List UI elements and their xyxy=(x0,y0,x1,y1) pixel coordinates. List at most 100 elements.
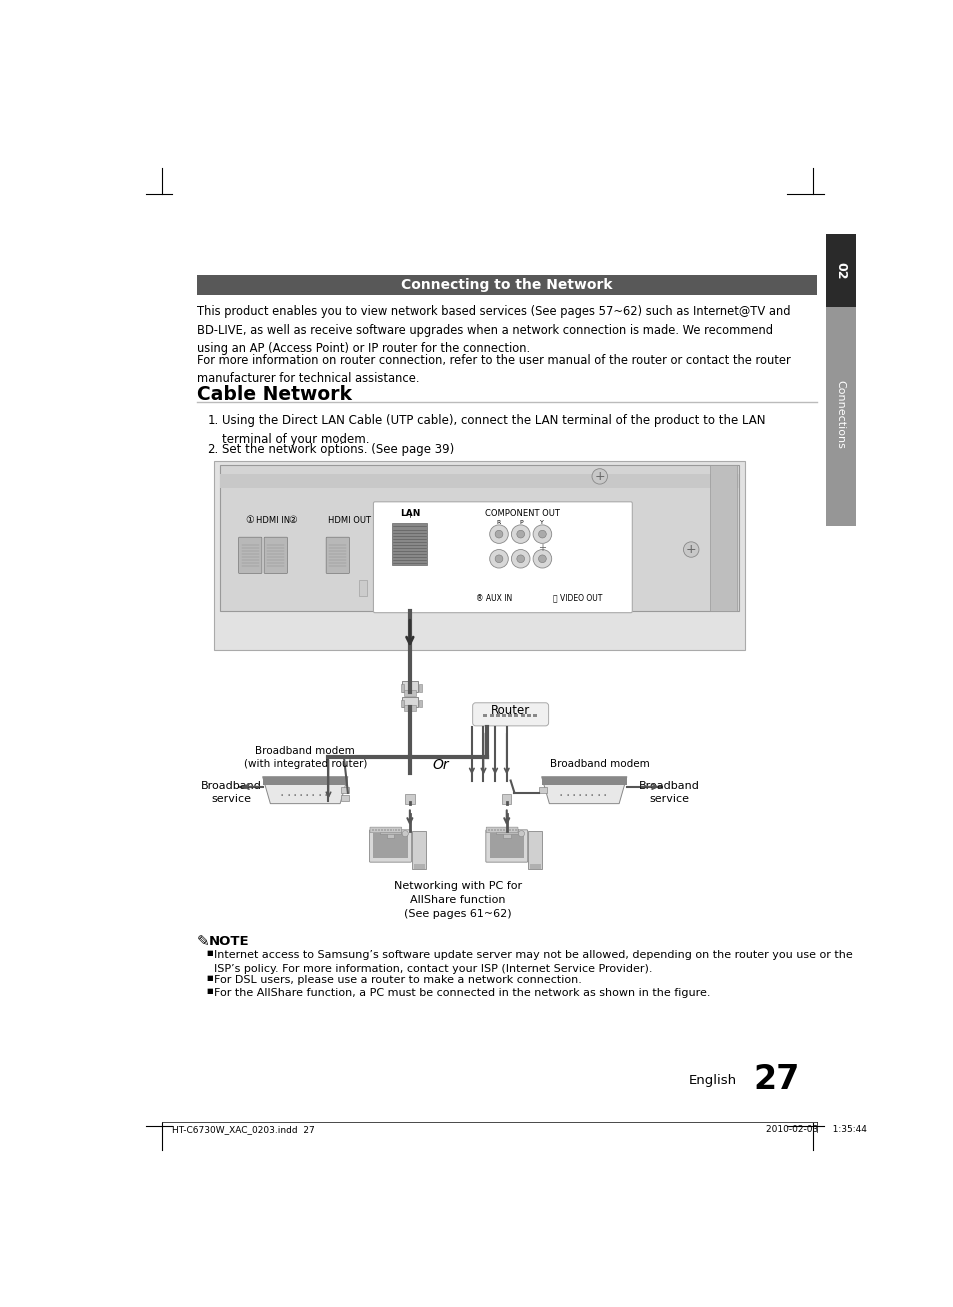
Text: ·: · xyxy=(583,789,587,802)
Text: Set the network options. (See page 39): Set the network options. (See page 39) xyxy=(222,443,454,456)
Text: For the AllShare function, a PC must be connected in the network as shown in the: For the AllShare function, a PC must be … xyxy=(213,988,710,999)
Bar xyxy=(403,690,416,695)
Bar xyxy=(501,795,511,804)
Bar xyxy=(403,704,416,711)
Bar xyxy=(526,714,530,718)
Bar xyxy=(220,465,739,612)
Circle shape xyxy=(495,555,502,562)
Text: ·: · xyxy=(292,789,296,802)
Bar xyxy=(220,474,739,488)
Text: ·: · xyxy=(286,789,290,802)
Text: Y: Y xyxy=(540,520,544,525)
Bar xyxy=(402,681,417,691)
Text: ②: ② xyxy=(288,515,296,525)
Bar xyxy=(502,830,510,838)
Bar xyxy=(508,714,512,718)
FancyBboxPatch shape xyxy=(326,537,349,574)
Polygon shape xyxy=(262,776,348,804)
FancyBboxPatch shape xyxy=(472,703,548,725)
Circle shape xyxy=(489,525,508,544)
Bar xyxy=(379,829,401,834)
Text: ·: · xyxy=(298,789,302,802)
Text: Using the Direct LAN Cable (UTP cable), connect the LAN terminal of the product : Using the Direct LAN Cable (UTP cable), … xyxy=(222,414,765,446)
Bar xyxy=(392,523,427,565)
Text: Networking with PC for
AllShare function
(See pages 61~62): Networking with PC for AllShare function… xyxy=(394,881,521,919)
Text: English: English xyxy=(688,1074,737,1087)
Text: R: R xyxy=(497,520,500,525)
Text: ■: ■ xyxy=(206,975,213,980)
Bar xyxy=(400,685,403,691)
Text: 2010-02-03     1:35:44: 2010-02-03 1:35:44 xyxy=(765,1125,866,1134)
Text: Broadband modem: Broadband modem xyxy=(549,759,649,769)
Text: +: + xyxy=(594,471,604,482)
Circle shape xyxy=(517,830,524,836)
Bar xyxy=(489,833,523,857)
Text: Broadband modem
(with integrated router): Broadband modem (with integrated router) xyxy=(243,746,367,769)
Circle shape xyxy=(517,531,524,538)
Text: Cable Network: Cable Network xyxy=(196,384,352,404)
Circle shape xyxy=(537,555,546,562)
Text: ·: · xyxy=(304,789,309,802)
Bar xyxy=(514,714,517,718)
Text: ·: · xyxy=(558,789,562,802)
Bar xyxy=(825,307,855,527)
FancyBboxPatch shape xyxy=(486,827,517,833)
FancyBboxPatch shape xyxy=(485,830,527,863)
Text: Broadband
service: Broadband service xyxy=(639,780,700,804)
FancyBboxPatch shape xyxy=(264,537,287,574)
Text: P: P xyxy=(518,520,522,525)
Bar xyxy=(340,795,348,801)
Bar xyxy=(496,829,517,834)
Text: Broadband
service: Broadband service xyxy=(201,780,262,804)
Text: ·: · xyxy=(323,789,327,802)
Text: ·: · xyxy=(571,789,575,802)
Text: LAN: LAN xyxy=(399,508,419,518)
Text: ·: · xyxy=(279,789,284,802)
Bar xyxy=(538,787,546,793)
Bar xyxy=(489,714,493,718)
Bar xyxy=(414,864,424,869)
Text: For more information on router connection, refer to the user manual of the route: For more information on router connectio… xyxy=(196,354,790,386)
Bar xyxy=(340,787,348,793)
Text: ·: · xyxy=(311,789,314,802)
Bar xyxy=(825,234,855,307)
Polygon shape xyxy=(541,776,626,804)
Bar xyxy=(709,465,736,612)
Bar xyxy=(418,685,422,691)
Text: ■: ■ xyxy=(206,950,213,955)
Text: HT-C6730W_XAC_0203.indd  27: HT-C6730W_XAC_0203.indd 27 xyxy=(172,1125,314,1134)
Circle shape xyxy=(511,549,530,569)
Bar xyxy=(359,580,367,596)
Text: Router: Router xyxy=(491,703,530,716)
Bar xyxy=(541,776,626,786)
Bar xyxy=(412,830,426,869)
Bar xyxy=(483,714,487,718)
Text: ·: · xyxy=(601,789,606,802)
Bar xyxy=(520,714,524,718)
Bar xyxy=(528,830,542,869)
Text: ①: ① xyxy=(245,515,254,525)
Circle shape xyxy=(533,525,551,544)
Bar xyxy=(386,830,394,838)
Text: HDMI IN: HDMI IN xyxy=(255,516,290,525)
Bar xyxy=(402,697,417,707)
Bar xyxy=(501,714,505,718)
Circle shape xyxy=(495,531,502,538)
Bar xyxy=(530,864,540,869)
Bar xyxy=(262,776,348,786)
Circle shape xyxy=(537,531,546,538)
Bar xyxy=(825,234,855,527)
Bar xyxy=(496,714,499,718)
Circle shape xyxy=(511,525,530,544)
Text: ·: · xyxy=(564,789,569,802)
Circle shape xyxy=(533,549,551,569)
Circle shape xyxy=(682,542,699,557)
Circle shape xyxy=(489,549,508,569)
Text: ·: · xyxy=(589,789,594,802)
Text: Connecting to the Network: Connecting to the Network xyxy=(400,277,612,291)
Text: Or: Or xyxy=(432,758,449,772)
Text: COMPONENT OUT: COMPONENT OUT xyxy=(484,508,559,518)
Text: HDMI OUT: HDMI OUT xyxy=(328,516,371,525)
FancyBboxPatch shape xyxy=(370,827,401,833)
Text: Internet access to Samsung’s software update server may not be allowed, dependin: Internet access to Samsung’s software up… xyxy=(213,950,852,974)
